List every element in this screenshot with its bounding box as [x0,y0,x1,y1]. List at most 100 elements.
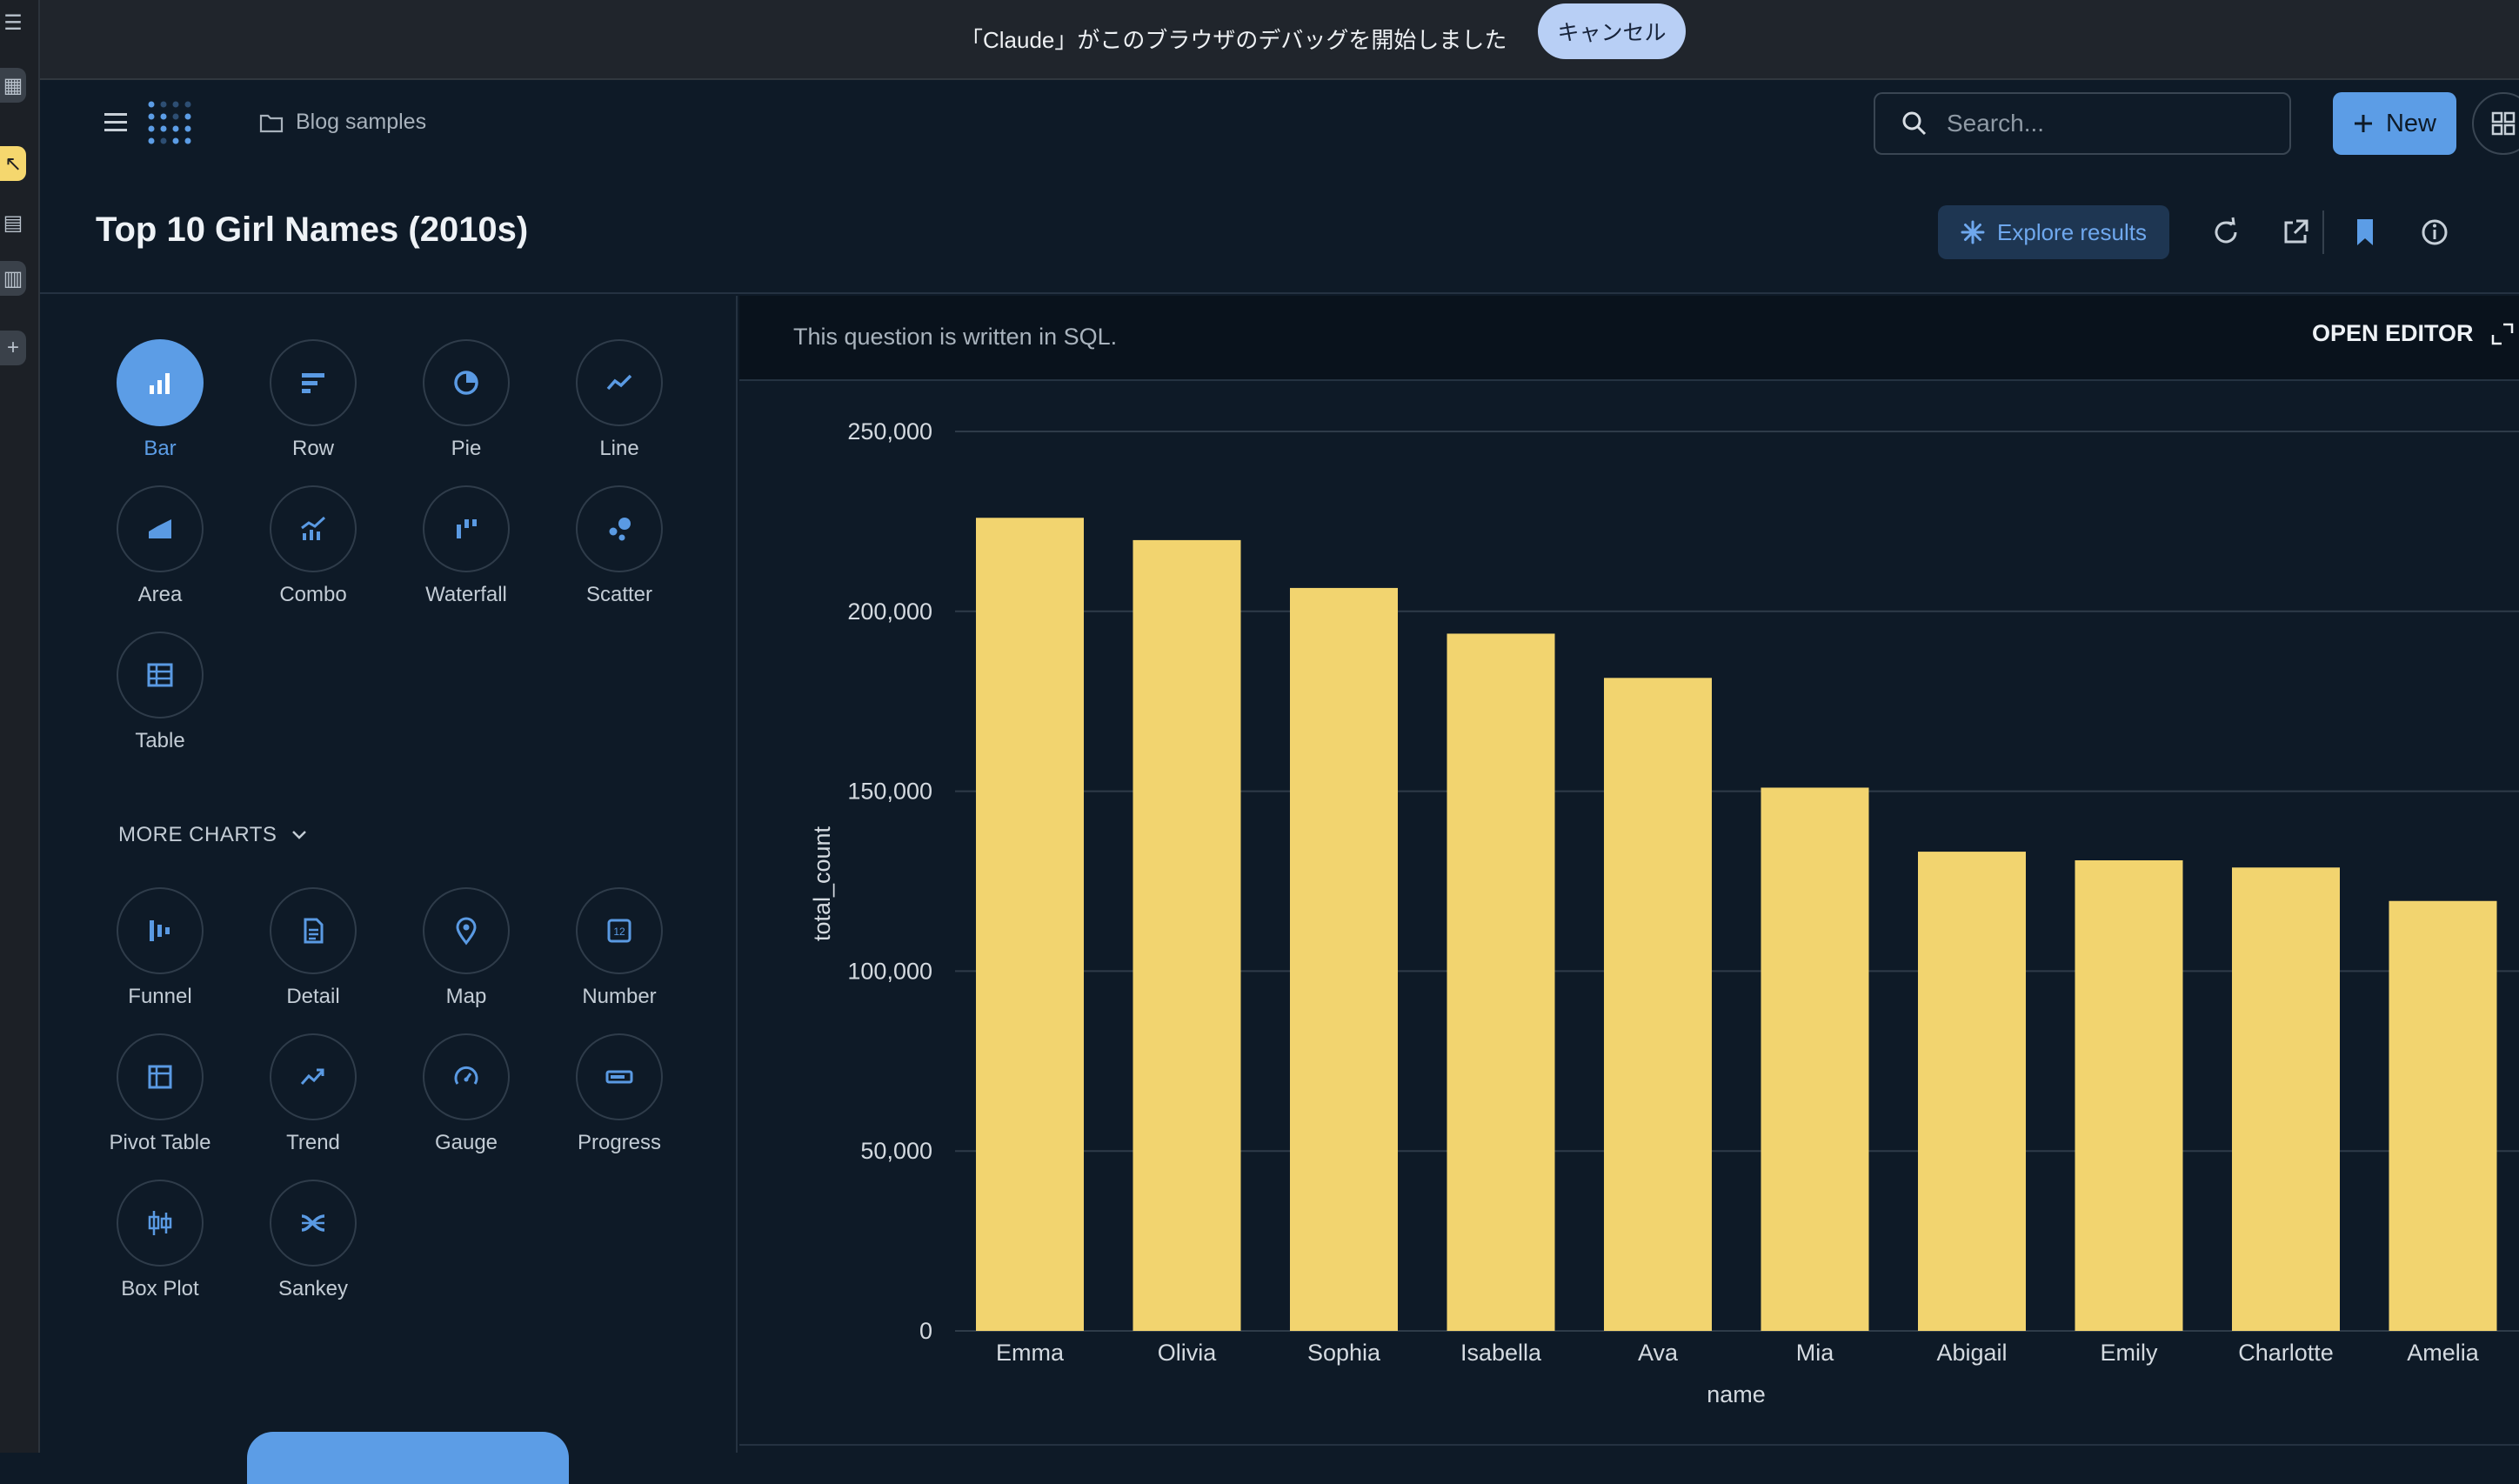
viz-label-row: Row [291,437,334,460]
viz-label-area: Area [137,583,183,606]
strip-add-icon[interactable]: + [0,331,26,365]
viz-label-combo: Combo [279,583,347,606]
viz-option-pie[interactable]: Pie [397,339,536,461]
y-tick-label: 50,000 [860,1138,932,1164]
apps-grid-button[interactable] [2472,92,2519,155]
viz-label-map: Map [445,985,487,1008]
search-input[interactable] [1945,109,2258,138]
browser-side-strip: ☰ ▦ ↖ ▤ ▥ + [0,0,40,1453]
strip-menu-icon[interactable]: ☰ [3,10,23,35]
visualization-picker: Bar Row Pie Line Area Combo Waterfall [40,296,738,1484]
strip-tabs-icon[interactable]: ▦ [0,68,26,103]
map-pin-icon [423,887,510,974]
more-charts-label: MORE CHARTS [118,823,277,846]
folder-icon [259,114,284,132]
x-tick-label: Charlotte [2238,1340,2334,1366]
svg-text:12: 12 [613,926,625,938]
bar-charlotte [2232,867,2340,1331]
viz-option-detail[interactable]: Detail [244,887,383,1009]
pivot-table-icon [117,1033,204,1120]
viz-option-progress[interactable]: Progress [550,1033,689,1155]
refresh-icon[interactable] [2209,216,2242,249]
metabase-logo-icon[interactable] [146,99,195,150]
viz-option-row[interactable]: Row [244,339,383,461]
bar-sophia [1290,587,1398,1331]
viz-option-table[interactable]: Table [90,632,230,753]
x-tick-label: Ava [1638,1340,1679,1366]
x-tick-label: Isabella [1460,1340,1542,1366]
bar-emily [2075,860,2183,1331]
funnel-icon [117,887,204,974]
viz-label-progress: Progress [577,1131,662,1154]
plus-icon [2354,115,2372,132]
hamburger-menu-icon[interactable] [99,110,132,136]
done-button[interactable] [247,1432,569,1484]
viz-option-box-plot[interactable]: Box Plot [90,1180,230,1301]
viz-option-pivot-table[interactable]: Pivot Table [90,1033,230,1155]
viz-option-map[interactable]: Map [397,887,536,1009]
strip-panel-icon[interactable]: ▥ [0,261,26,296]
viz-label-funnel: Funnel [128,985,192,1008]
page-title[interactable]: Top 10 Girl Names (2010s) [96,211,529,249]
debug-banner: 「Claude」がこのブラウザのデバッグを開始しました キャンセル ✕ [40,0,2519,80]
breadcrumb-collection[interactable]: Blog samples [296,110,427,134]
viz-option-sankey[interactable]: Sankey [244,1180,383,1301]
strip-cursor-icon[interactable]: ↖ [0,146,26,181]
expand-icon [2491,323,2513,344]
viz-option-area[interactable]: Area [90,485,230,607]
gauge-icon [423,1033,510,1120]
detail-icon [270,887,357,974]
bar-abigail [1918,852,2026,1331]
bar-emma [976,518,1084,1331]
debug-message: 「Claude」がこのブラウザのデバッグを開始しました [960,27,1507,53]
viz-label-pie: Pie [451,437,482,460]
viz-option-waterfall[interactable]: Waterfall [397,485,536,607]
viz-label-gauge: Gauge [434,1131,498,1154]
search-icon [1902,111,1927,136]
y-tick-label: 100,000 [847,958,932,984]
sparkle-icon [1961,220,1985,244]
more-charts-toggle[interactable]: MORE CHARTS [118,823,308,847]
chart-bottom-divider [739,1444,2519,1446]
viz-label-pivot-table: Pivot Table [109,1131,211,1154]
search-box[interactable] [1874,92,2291,155]
info-icon[interactable] [2418,216,2451,249]
bar-amelia [2389,900,2497,1331]
viz-option-funnel[interactable]: Funnel [90,887,230,1009]
explore-results-label: Explore results [1997,218,2147,245]
strip-doc-icon[interactable]: ▤ [3,211,23,235]
viz-option-bar[interactable]: Bar [90,339,230,461]
explore-results-button[interactable]: Explore results [1938,205,2169,259]
line-chart-icon [576,339,663,426]
toolbar-divider [2322,211,2324,254]
viz-option-number[interactable]: 12 Number [550,887,689,1009]
viz-option-combo[interactable]: Combo [244,485,383,607]
new-button[interactable]: New [2333,92,2456,155]
viz-label-number: Number [582,985,657,1008]
x-tick-label: Mia [1796,1340,1834,1366]
bar-mia [1761,787,1869,1331]
open-editor-button[interactable]: OPEN EDITOR [2312,320,2516,347]
waterfall-chart-icon [423,485,510,572]
viz-option-gauge[interactable]: Gauge [397,1033,536,1155]
share-icon[interactable] [2279,216,2312,249]
bar-ava [1604,678,1712,1331]
breadcrumb[interactable]: Blog samples [259,110,426,135]
bookmark-icon[interactable] [2349,216,2382,249]
viz-option-scatter[interactable]: Scatter [550,485,689,607]
app-header: Blog samples New [40,80,2519,170]
viz-label-waterfall: Waterfall [425,583,507,606]
viz-label-bar: Bar [144,437,177,460]
y-tick-label: 0 [919,1318,932,1344]
x-tick-label: Emily [2101,1340,2158,1366]
row-chart-icon [270,339,357,426]
viz-label-detail: Detail [286,985,340,1008]
sql-notice-text: This question is written in SQL. [793,324,1118,350]
sql-notice-bar: This question is written in SQL. OPEN ED… [739,296,2519,381]
viz-option-line[interactable]: Line [550,339,689,461]
y-tick-label: 150,000 [847,779,932,805]
viz-label-trend: Trend [286,1131,340,1154]
new-button-label: New [2385,109,2436,137]
viz-option-trend[interactable]: Trend [244,1033,383,1155]
cancel-debug-button[interactable]: キャンセル [1538,3,1686,59]
